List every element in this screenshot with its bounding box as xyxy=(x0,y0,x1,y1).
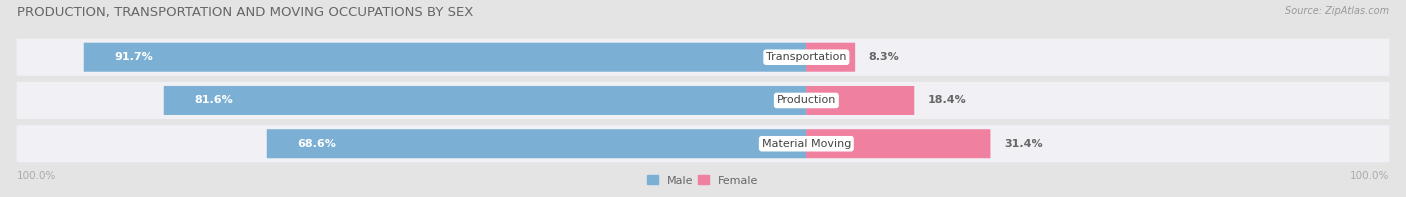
FancyBboxPatch shape xyxy=(17,125,1389,162)
Text: Source: ZipAtlas.com: Source: ZipAtlas.com xyxy=(1285,6,1389,16)
Text: 68.6%: 68.6% xyxy=(297,139,336,149)
FancyBboxPatch shape xyxy=(806,129,990,158)
Text: 8.3%: 8.3% xyxy=(869,52,900,62)
Text: 18.4%: 18.4% xyxy=(928,96,966,105)
Text: Production: Production xyxy=(776,96,837,105)
Text: 31.4%: 31.4% xyxy=(1004,139,1043,149)
Text: 100.0%: 100.0% xyxy=(1350,171,1389,181)
Text: Material Moving: Material Moving xyxy=(762,139,851,149)
FancyBboxPatch shape xyxy=(17,82,1389,119)
FancyBboxPatch shape xyxy=(84,43,807,72)
Text: 81.6%: 81.6% xyxy=(194,96,233,105)
FancyBboxPatch shape xyxy=(163,86,807,115)
FancyBboxPatch shape xyxy=(17,39,1389,76)
Text: Transportation: Transportation xyxy=(766,52,846,62)
Legend: Male, Female: Male, Female xyxy=(647,175,759,186)
FancyBboxPatch shape xyxy=(267,129,807,158)
Text: PRODUCTION, TRANSPORTATION AND MOVING OCCUPATIONS BY SEX: PRODUCTION, TRANSPORTATION AND MOVING OC… xyxy=(17,6,474,19)
Text: 100.0%: 100.0% xyxy=(17,171,56,181)
Text: 91.7%: 91.7% xyxy=(114,52,153,62)
FancyBboxPatch shape xyxy=(806,43,855,72)
FancyBboxPatch shape xyxy=(806,86,914,115)
